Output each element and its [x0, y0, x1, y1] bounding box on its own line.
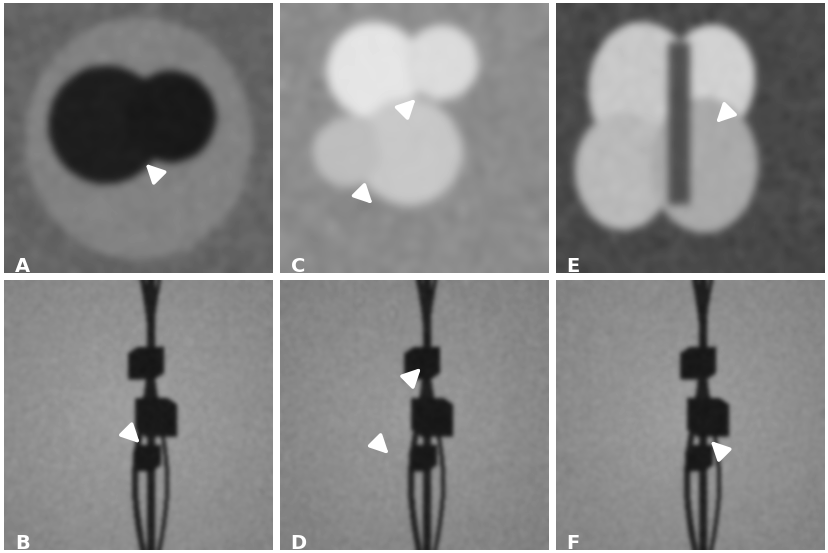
Text: A: A	[15, 257, 30, 276]
Text: F: F	[566, 534, 579, 553]
Text: C: C	[291, 257, 305, 276]
Text: E: E	[566, 257, 579, 276]
Text: D: D	[291, 534, 306, 553]
Text: B: B	[15, 534, 30, 553]
